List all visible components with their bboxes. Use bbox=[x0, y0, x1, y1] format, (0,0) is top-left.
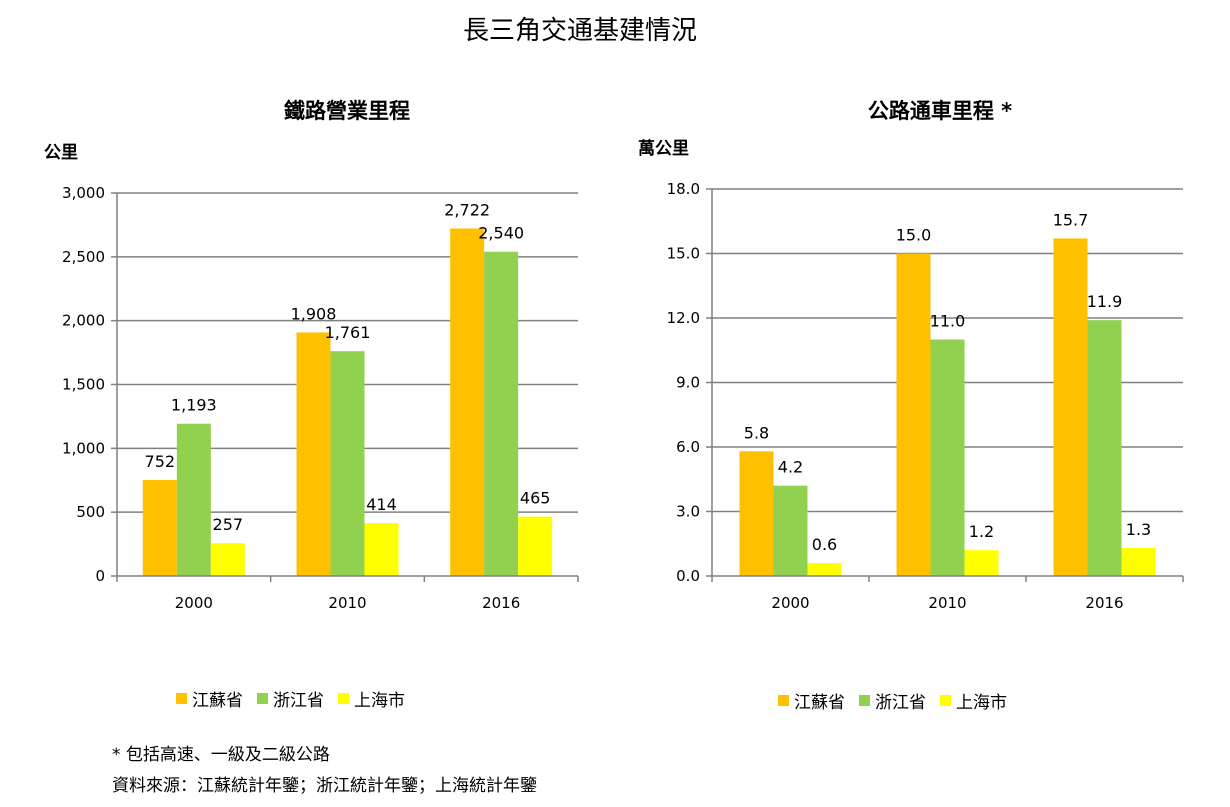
y-tick-label: 18.0 bbox=[667, 180, 700, 198]
rail-chart-title: 鐵路營業里程 bbox=[284, 99, 410, 123]
x-tick-label: 2016 bbox=[482, 594, 520, 612]
rail-unit-label: 公里 bbox=[44, 143, 78, 163]
bar-jiangsu-2016 bbox=[1053, 238, 1088, 576]
y-tick-label: 15.0 bbox=[667, 245, 700, 263]
legend-item-shanghai: 上海市 bbox=[338, 686, 405, 711]
legend-item-jiangsu: 江蘇省 bbox=[778, 688, 845, 713]
legend-item-shanghai: 上海市 bbox=[940, 688, 1007, 713]
bar-zhejiang-2010 bbox=[330, 351, 365, 576]
y-tick-label: 3.0 bbox=[676, 503, 700, 521]
data-label: 15.0 bbox=[896, 226, 932, 245]
bar-zhejiang-2016 bbox=[484, 251, 519, 576]
legend-label: 上海市 bbox=[354, 691, 405, 711]
data-label: 1,193 bbox=[171, 396, 217, 415]
bar-zhejiang-2000 bbox=[773, 485, 808, 576]
bar-jiangsu-2010 bbox=[896, 253, 931, 576]
bar-zhejiang-2016 bbox=[1087, 320, 1122, 576]
y-tick-label: 12.0 bbox=[667, 309, 700, 327]
y-tick-label: 0.0 bbox=[676, 567, 700, 585]
y-tick-label: 1,500 bbox=[62, 376, 105, 394]
data-label: 2,722 bbox=[444, 200, 490, 219]
data-label: 15.7 bbox=[1053, 210, 1089, 229]
x-tick-label: 2010 bbox=[328, 594, 366, 612]
data-label: 4.2 bbox=[778, 458, 803, 477]
legend-label: 上海市 bbox=[956, 693, 1007, 713]
data-label: 1.2 bbox=[969, 522, 994, 541]
data-label: 1,761 bbox=[325, 323, 371, 342]
bar-shanghai-2016 bbox=[518, 516, 553, 576]
data-label: 2,540 bbox=[478, 224, 524, 243]
legend-label: 浙江省 bbox=[875, 693, 926, 713]
bar-jiangsu-2000 bbox=[739, 451, 774, 576]
legend-swatch bbox=[257, 693, 268, 704]
bar-zhejiang-2010 bbox=[930, 339, 965, 576]
rail-legend: 江蘇省 浙江省 上海市 bbox=[176, 686, 419, 711]
legend-label: 江蘇省 bbox=[192, 691, 243, 711]
y-tick-label: 9.0 bbox=[676, 374, 700, 392]
legend-swatch bbox=[778, 695, 789, 706]
bar-shanghai-2010 bbox=[364, 523, 399, 576]
road-unit-label: 萬公里 bbox=[638, 139, 689, 159]
main-title: 長三角交通基建情況 bbox=[462, 16, 697, 46]
bar-shanghai-2000 bbox=[210, 543, 245, 576]
y-tick-label: 6.0 bbox=[676, 438, 700, 456]
legend-swatch bbox=[859, 695, 870, 706]
bar-shanghai-2000 bbox=[807, 563, 842, 576]
y-tick-label: 500 bbox=[76, 503, 105, 521]
data-label: 752 bbox=[145, 452, 176, 471]
bar-jiangsu-2000 bbox=[142, 479, 177, 576]
bar-jiangsu-2016 bbox=[450, 228, 485, 576]
y-tick-label: 3,000 bbox=[62, 184, 105, 202]
legend-swatch bbox=[176, 693, 187, 704]
bar-shanghai-2010 bbox=[964, 550, 999, 576]
legend-item-jiangsu: 江蘇省 bbox=[176, 686, 243, 711]
legend-item-zhejiang: 浙江省 bbox=[859, 688, 926, 713]
x-tick-label: 2010 bbox=[928, 594, 966, 612]
legend-label: 江蘇省 bbox=[794, 693, 845, 713]
data-label: 11.9 bbox=[1087, 292, 1123, 311]
legend-label: 浙江省 bbox=[273, 691, 324, 711]
y-tick-label: 2,500 bbox=[62, 248, 105, 266]
legend-item-zhejiang: 浙江省 bbox=[257, 686, 324, 711]
legend-swatch bbox=[338, 693, 349, 704]
y-tick-label: 2,000 bbox=[62, 312, 105, 330]
footnote-source: 資料來源：江蘇統計年鑒；浙江統計年鑒；上海統計年鑒 bbox=[112, 776, 537, 796]
data-label: 414 bbox=[366, 495, 397, 514]
bar-shanghai-2016 bbox=[1121, 548, 1156, 576]
bar-zhejiang-2000 bbox=[176, 423, 211, 576]
y-tick-label: 0 bbox=[95, 567, 105, 585]
data-label: 1.3 bbox=[1126, 520, 1151, 539]
y-tick-label: 1,000 bbox=[62, 439, 105, 457]
bar-jiangsu-2010 bbox=[296, 332, 331, 576]
x-tick-label: 2000 bbox=[771, 594, 809, 612]
data-label: 11.0 bbox=[930, 312, 966, 331]
x-tick-label: 2016 bbox=[1085, 594, 1123, 612]
legend-swatch bbox=[940, 695, 951, 706]
data-label: 257 bbox=[213, 515, 244, 534]
road-legend: 江蘇省 浙江省 上海市 bbox=[778, 688, 1021, 713]
road-chart-title: 公路通車里程 * bbox=[867, 99, 1013, 123]
data-label: 465 bbox=[520, 489, 551, 508]
data-label: 5.8 bbox=[744, 423, 769, 442]
x-tick-label: 2000 bbox=[175, 594, 213, 612]
footnote-note: * 包括高速、一級及二級公路 bbox=[112, 745, 330, 765]
data-label: 1,908 bbox=[291, 304, 337, 323]
data-label: 0.6 bbox=[812, 535, 837, 554]
